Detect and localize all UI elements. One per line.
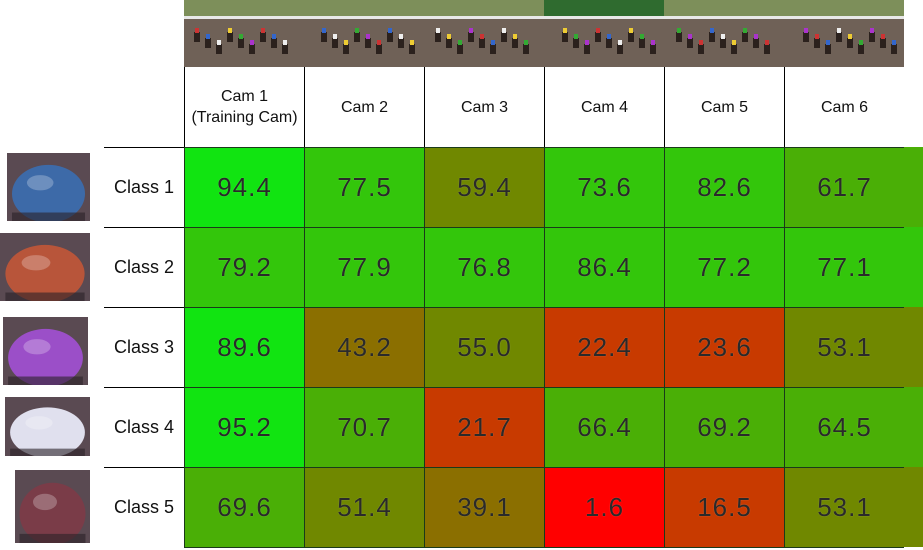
heatmap-cell: 69.6 [184,467,304,547]
cell-value: 89.6 [217,332,272,362]
heatmap-cell: 70.7 [304,387,424,467]
heatmap-cell: 55.0 [424,307,544,387]
cell-value: 51.4 [337,492,392,522]
camera-photo-6 [784,0,904,67]
row-label-class-5: Class 5 [104,467,184,547]
heatmap-cell: 76.8 [424,227,544,307]
heatmap-row-edge [904,227,923,307]
heatmap-cell: 53.1 [784,307,904,387]
heatmap-row-edge [904,387,923,467]
class-thumbnail-2 [0,233,90,301]
camera-photo-4 [544,0,664,67]
heatmap-cell: 21.7 [424,387,544,467]
cell-value: 86.4 [577,252,632,282]
cell-value: 95.2 [217,412,272,442]
cell-value: 70.7 [337,412,392,442]
heatmap-cell: 77.5 [304,147,424,227]
column-header-label: Cam 1 [220,88,269,105]
heatmap-cell: 69.2 [664,387,784,467]
cell-value: 77.5 [337,172,392,202]
row-label-class-4: Class 4 [104,387,184,467]
heatmap-cell: 79.2 [184,227,304,307]
column-header-cam-2: Cam 2 [304,67,424,147]
cell-value: 69.2 [697,412,752,442]
heatmap-cell: 77.9 [304,227,424,307]
camera-photo-2 [304,0,424,67]
column-header-label: Cam 3 [460,98,509,116]
heatmap-cell: 61.7 [784,147,904,227]
cell-value: 77.2 [697,252,752,282]
column-header-cam-5: Cam 5 [664,67,784,147]
class-thumbnail-3 [3,317,88,385]
class-thumbnail-5 [15,470,90,543]
row-label-class-1: Class 1 [104,147,184,227]
heatmap-cell: 66.4 [544,387,664,467]
column-header-label: Cam 2 [340,98,389,116]
class-thumbnail-4 [5,397,90,456]
cell-value: 59.4 [457,172,512,202]
cell-value: 64.5 [817,412,872,442]
heatmap-cell: 53.1 [784,467,904,547]
column-header-label: Cam 4 [580,98,629,116]
heatmap-cell: 77.2 [664,227,784,307]
camera-photo-5 [664,0,784,67]
heatmap-cell: 39.1 [424,467,544,547]
cell-value: 53.1 [817,492,872,522]
row-label-class-3: Class 3 [104,307,184,387]
class-thumbnail-1 [7,153,90,221]
cell-value: 94.4 [217,172,272,202]
column-header-label: Cam 6 [820,98,869,116]
cell-value: 55.0 [457,332,512,362]
heatmap-cell: 64.5 [784,387,904,467]
camera-photo-1 [184,0,304,67]
heatmap-cell: 77.1 [784,227,904,307]
column-header-cam-4: Cam 4 [544,67,664,147]
heatmap-cell: 95.2 [184,387,304,467]
column-header-cam-1: Cam 1 (Training Cam) [184,67,304,147]
heatmap-cell: 94.4 [184,147,304,227]
heatmap-cell: 89.6 [184,307,304,387]
cell-value: 77.1 [817,252,872,282]
cell-value: 82.6 [697,172,752,202]
heatmap-cell: 82.6 [664,147,784,227]
heatmap-cell: 23.6 [664,307,784,387]
cell-value: 77.9 [337,252,392,282]
grid-bottom-line [184,547,904,548]
cell-value: 53.1 [817,332,872,362]
cell-value: 61.7 [817,172,872,202]
row-label-class-2: Class 2 [104,227,184,307]
cell-value: 22.4 [577,332,632,362]
cell-value: 76.8 [457,252,512,282]
cell-value: 73.6 [577,172,632,202]
heatmap-cell: 22.4 [544,307,664,387]
heatmap-cell: 86.4 [544,227,664,307]
cell-value: 69.6 [217,492,272,522]
column-header-cam-3: Cam 3 [424,67,544,147]
cell-value: 16.5 [697,492,752,522]
heatmap-cell: 73.6 [544,147,664,227]
cell-value: 66.4 [577,412,632,442]
heatmap-row-edge [904,147,923,227]
cell-value: 43.2 [337,332,392,362]
column-header-label: Cam 5 [700,98,749,116]
cell-value: 21.7 [457,412,512,442]
heatmap-cell: 1.6 [544,467,664,547]
camera-photo-3 [424,0,544,67]
column-header-cam-6: Cam 6 [784,67,904,147]
heatmap-cell: 16.5 [664,467,784,547]
cell-value: 1.6 [584,492,625,522]
heatmap-cell: 43.2 [304,307,424,387]
heatmap-cell: 59.4 [424,147,544,227]
heatmap-cell: 51.4 [304,467,424,547]
cell-value: 23.6 [697,332,752,362]
column-header-sublabel: (Training Cam) [191,109,298,126]
heatmap-row-edge [904,307,923,387]
cell-value: 79.2 [217,252,272,282]
heatmap-row-edge [904,467,923,547]
cell-value: 39.1 [457,492,512,522]
